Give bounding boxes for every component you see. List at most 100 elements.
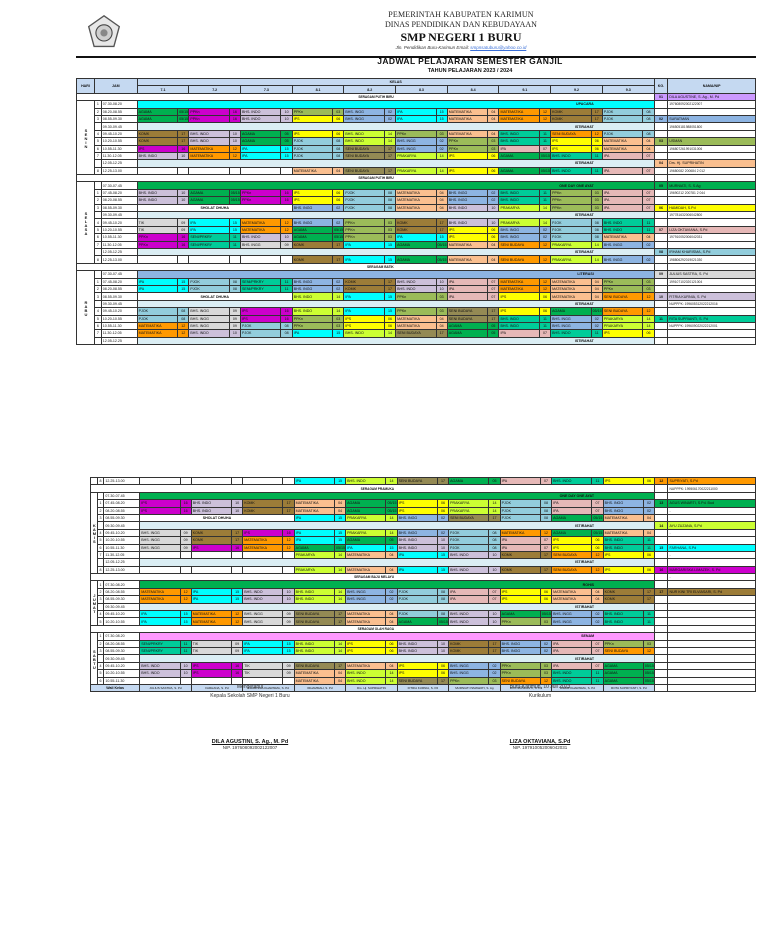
subject-cell[interactable]: BHS. INGG [446, 196, 489, 205]
subject-cell[interactable]: IPA [499, 476, 541, 486]
subject-cell[interactable] [190, 476, 233, 486]
subject-cell[interactable]: MATEMATIKA [345, 550, 387, 560]
subject-cell[interactable]: KOMK [242, 499, 284, 508]
subject-cell[interactable]: IPA [345, 543, 387, 552]
subject-cell[interactable]: IPS [602, 476, 644, 486]
subject-cell[interactable]: MATEMATIKA [136, 321, 179, 331]
subject-cell[interactable]: BHS. INGG [396, 513, 438, 523]
subject-cell[interactable]: PPKn [550, 203, 592, 213]
subject-cell[interactable]: BHS. INGG [602, 499, 644, 508]
subject-cell[interactable]: IPS [242, 528, 284, 538]
subject-cell[interactable]: BHS. INGG [499, 646, 541, 656]
subject-cell[interactable]: AGAMA [551, 513, 593, 523]
subject-cell[interactable]: IPA [293, 476, 335, 486]
subject-cell[interactable]: PJOK [343, 203, 385, 213]
subject-cell[interactable]: IPA [396, 550, 438, 560]
subject-cell[interactable]: PPKn [446, 137, 489, 146]
subject-cell[interactable]: IPS [139, 506, 181, 515]
subject-cell[interactable]: IPS [396, 669, 438, 678]
subject-cell[interactable]: PJOK [188, 277, 230, 286]
subject-cell[interactable]: BHS. INDO [188, 129, 230, 139]
subject-cell[interactable]: BHS. INGG [139, 536, 181, 545]
subject-cell[interactable]: IPS [291, 188, 334, 198]
subject-cell[interactable]: BHS. INGG [396, 528, 438, 538]
subject-cell[interactable]: MATEMATIKA [188, 151, 230, 161]
subject-cell[interactable]: IPA [551, 646, 593, 656]
subject-cell[interactable]: PPKn [291, 107, 334, 116]
subject-cell[interactable] [242, 476, 284, 486]
subject-cell[interactable]: IPA [551, 506, 593, 515]
subject-cell[interactable] [139, 565, 181, 575]
subject-cell[interactable]: PJOK [601, 129, 644, 139]
subject-cell[interactable]: IPA [136, 277, 179, 286]
subject-cell[interactable]: BHS. INDO [345, 669, 387, 678]
subject-cell[interactable]: SENI BUDAYA [293, 617, 335, 626]
subject-cell[interactable]: KOMK [136, 137, 179, 146]
subject-cell[interactable]: SENI/PRKRY [188, 233, 230, 242]
subject-cell[interactable]: PRAKARYA [601, 314, 644, 323]
subject-cell[interactable]: AGAMA [602, 661, 644, 671]
subject-cell[interactable]: PPKn [291, 321, 334, 331]
subject-cell[interactable]: BHS. INGG [395, 144, 437, 153]
subject-cell[interactable]: PRAKARYA [293, 565, 335, 575]
email-link[interactable]: smpnsatuburu@yahoo.co.id [470, 45, 527, 50]
subject-cell[interactable]: BHS. INDO [550, 166, 592, 176]
subject-cell[interactable]: PRAKARYA [395, 151, 437, 161]
subject-cell[interactable]: PJOK [550, 225, 592, 235]
subject-cell[interactable]: IPA [448, 587, 490, 597]
subject-cell[interactable]: BHS. INGG [551, 617, 593, 626]
subject-cell[interactable]: BHS. INDO [498, 196, 540, 205]
subject-cell[interactable]: IPA [446, 292, 489, 301]
subject-cell[interactable]: MATEMATIKA [499, 528, 541, 538]
subject-cell[interactable]: IPA [601, 188, 644, 198]
subject-cell[interactable]: PPKn [550, 196, 592, 205]
subject-cell[interactable]: MATEMATIKA [242, 543, 284, 552]
subject-cell[interactable]: IPS [446, 233, 489, 242]
subject-cell[interactable]: PPKn [601, 277, 644, 286]
subject-cell[interactable]: BHS. INDO [343, 129, 385, 139]
subject-cell[interactable]: BHS. INGG [291, 218, 334, 227]
subject-cell[interactable]: IPA [343, 255, 385, 264]
subject-cell[interactable]: IPA [601, 151, 644, 161]
subject-cell[interactable]: IPA [601, 203, 644, 213]
subject-cell[interactable]: IPS [291, 114, 334, 124]
subject-cell[interactable]: IPA [396, 565, 438, 575]
subject-cell[interactable]: BHS. INGG [550, 321, 592, 331]
subject-cell[interactable]: IPS [602, 550, 644, 560]
subject-cell[interactable]: BHS. INDO [396, 543, 438, 552]
subject-cell[interactable]: IPA [498, 329, 540, 338]
subject-cell[interactable]: BHS. INDO [498, 129, 540, 139]
subject-cell[interactable]: PPKn [136, 233, 179, 242]
subject-cell[interactable]: AGAMA [396, 617, 438, 626]
subject-cell[interactable]: SENI BUDAYA [293, 610, 335, 619]
subject-cell[interactable]: BHS. INDO [602, 543, 644, 552]
subject-cell[interactable]: BHS. INGG [291, 284, 334, 294]
subject-cell[interactable]: PPKn [240, 188, 282, 198]
subject-cell[interactable]: BHS. INDO [190, 499, 233, 508]
subject-cell[interactable]: SENI/PRKRY [240, 284, 282, 294]
subject-cell[interactable]: MATEMATIKA [601, 233, 644, 242]
subject-cell[interactable]: IPS [190, 661, 233, 671]
subject-cell[interactable]: BHS. INDO [345, 676, 387, 685]
subject-cell[interactable]: BHS. INDO [551, 669, 593, 678]
subject-cell[interactable]: SENI BUDAYA [551, 565, 593, 575]
subject-cell[interactable] [240, 166, 282, 176]
subject-cell[interactable]: IPA [343, 292, 385, 301]
subject-cell[interactable]: PRAKARYA [550, 255, 592, 264]
subject-cell[interactable] [136, 255, 179, 264]
subject-cell[interactable]: BHS. INDO [188, 329, 230, 338]
subject-cell[interactable]: BHS. INDO [395, 277, 437, 286]
subject-cell[interactable]: MATEMATIKA [395, 203, 437, 213]
subject-cell[interactable]: TIK [190, 646, 233, 656]
subject-cell[interactable]: IPS [446, 166, 489, 176]
subject-cell[interactable]: TIK [136, 218, 179, 227]
subject-cell[interactable]: IPS [498, 292, 540, 301]
subject-cell[interactable]: PRAKARYA [601, 321, 644, 331]
subject-cell[interactable]: MATEMATIKA [446, 129, 489, 139]
subject-cell[interactable]: BHS. INGG [601, 240, 644, 250]
subject-cell[interactable]: AGAMA [291, 233, 334, 242]
subject-cell[interactable]: SENI BUDAYA [601, 307, 644, 316]
subject-cell[interactable]: PJOK [601, 114, 644, 124]
subject-cell[interactable]: BHS. INDO [550, 151, 592, 161]
subject-cell[interactable] [139, 476, 181, 486]
